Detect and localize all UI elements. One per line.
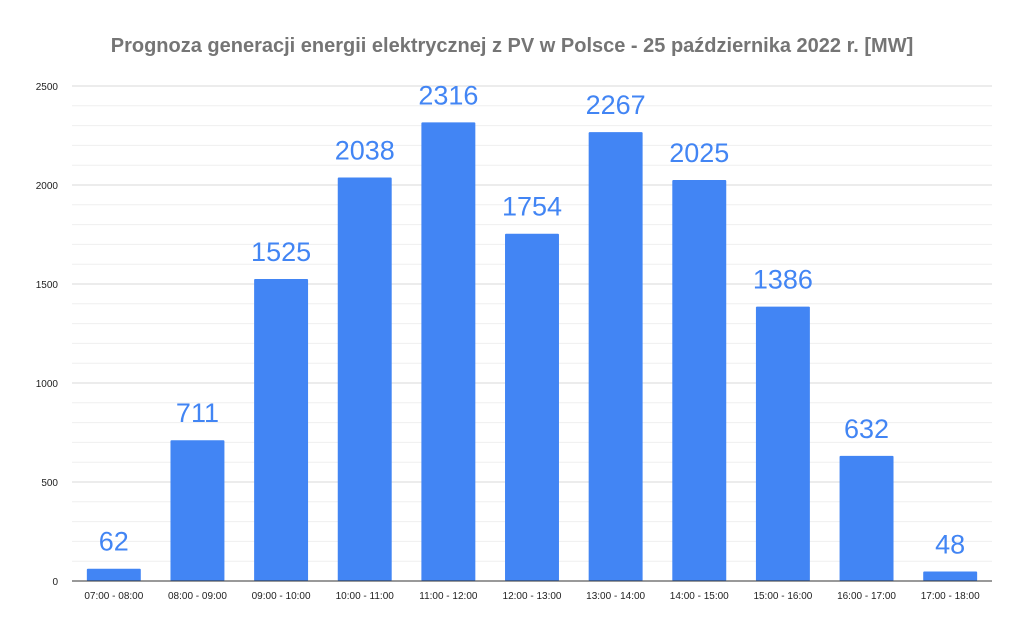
data-label: 2038 (335, 135, 395, 165)
bar (672, 180, 727, 582)
x-tick-label: 16:00 - 17:00 (837, 591, 896, 602)
x-axis-ticks: 07:00 - 08:00 08:00 - 09:00 09:00 - 10:00 1… (84, 591, 980, 602)
data-label: 2316 (418, 80, 478, 110)
y-tick-label: 2000 (36, 181, 59, 192)
y-tick-label: 500 (41, 478, 58, 489)
data-label: 2025 (669, 138, 729, 168)
y-tick-label: 1500 (36, 280, 59, 291)
chart-title: Prognoza generacji energii elektrycznej … (111, 35, 914, 57)
bar (588, 132, 643, 581)
x-tick-label: 13:00 - 14:00 (586, 591, 645, 602)
x-tick-label: 09:00 - 10:00 (252, 591, 311, 602)
x-tick-label: 10:00 - 11:00 (336, 591, 395, 602)
x-tick-label: 07:00 - 08:00 (84, 591, 143, 602)
x-tick-label: 08:00 - 09:00 (168, 591, 227, 602)
data-label: 62 (99, 527, 129, 557)
x-tick-label: 15:00 - 16:00 (753, 591, 812, 602)
data-label: 1525 (251, 237, 311, 267)
bar (254, 279, 309, 581)
data-label: 2267 (586, 90, 646, 120)
x-tick-label: 14:00 - 15:00 (670, 591, 729, 602)
bar (337, 177, 392, 581)
bar (421, 122, 476, 581)
x-tick-label: 17:00 - 18:00 (921, 591, 980, 602)
bar (505, 233, 559, 581)
bar (170, 440, 225, 581)
bar (839, 455, 894, 581)
x-tick-label: 11:00 - 12:00 (419, 591, 478, 602)
data-label: 1386 (753, 265, 813, 295)
y-axis-ticks: 0 500 1000 1500 2000 2500 (36, 82, 59, 588)
data-label: 711 (176, 398, 219, 428)
x-tick-label: 12:00 - 13:00 (503, 591, 562, 602)
bar (86, 568, 141, 581)
y-tick-label: 1000 (36, 379, 59, 390)
bar (755, 306, 810, 581)
data-labels: 62 711 1525 2038 2316 1754 2267 2025 1386 632 48 (99, 80, 965, 559)
bar (923, 571, 978, 581)
y-tick-label: 0 (52, 577, 58, 588)
data-label: 1754 (502, 192, 562, 222)
y-tick-label: 2500 (36, 82, 59, 93)
data-label: 48 (935, 529, 965, 559)
bars (86, 122, 978, 582)
data-label: 632 (844, 414, 889, 444)
